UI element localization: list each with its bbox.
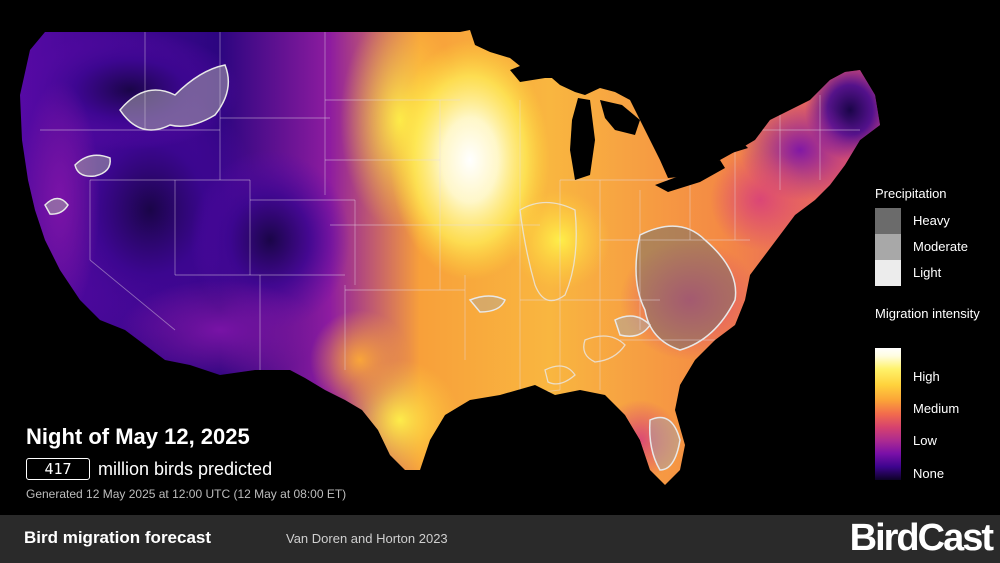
precip-level-light: Light — [875, 260, 995, 286]
footer-credit: Van Doren and Horton 2023 — [286, 531, 448, 546]
migration-color-scale — [875, 348, 901, 480]
migration-map — [20, 30, 880, 485]
precip-label-moderate: Moderate — [913, 239, 968, 254]
great-lakes — [510, 58, 748, 192]
generated-timestamp: Generated 12 May 2025 at 12:00 UTC (12 M… — [26, 487, 347, 501]
state-borders — [40, 32, 860, 401]
precip-label-heavy: Heavy — [913, 213, 950, 228]
precip-level-heavy: Heavy — [875, 208, 995, 234]
precipitation-legend-title: Precipitation — [875, 186, 947, 201]
night-title: Night of May 12, 2025 — [26, 424, 250, 449]
footer-title: Bird migration forecast — [24, 528, 212, 547]
migration-label-high: High — [913, 369, 940, 384]
bird-count-box: 417 — [26, 458, 90, 480]
migration-label-none: None — [913, 466, 945, 481]
birdcast-logo: BirdCast — [849, 517, 994, 559]
precip-swatch-moderate — [875, 234, 901, 260]
footer-bar: Bird migration forecast Van Doren and Ho… — [0, 515, 1000, 563]
bird-count-suffix: million birds predicted — [98, 459, 273, 479]
us-map-svg — [20, 30, 880, 485]
precip-level-moderate: Moderate — [875, 234, 995, 260]
precipitation-overlay — [44, 64, 737, 471]
migration-label-low: Low — [913, 433, 937, 448]
precip-label-light: Light — [913, 265, 942, 280]
migration-label-medium: Medium — [913, 401, 960, 416]
migration-legend-title: Migration intensity — [875, 306, 980, 321]
precip-swatch-heavy — [875, 208, 901, 234]
precip-swatch-light — [875, 260, 901, 286]
